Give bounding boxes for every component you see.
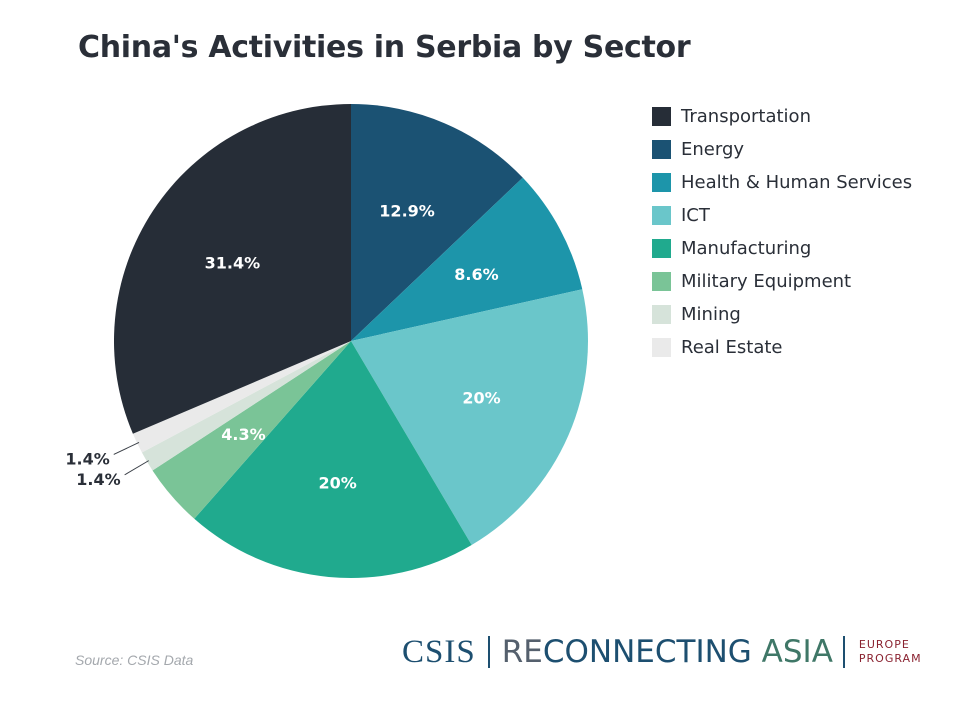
data-label-energy: 12.9% [379,201,435,220]
legend-item-military: Military Equipment [652,265,952,298]
logo-connecting: CONNECTING [542,634,752,670]
logo-re: RE [501,634,543,670]
legend-label-mining: Mining [681,304,741,325]
reconnecting-asia-logo: RECONNECTING ASIA [502,634,833,670]
legend-label-energy: Energy [681,139,745,160]
data-label-manufacturing: 20% [318,474,356,493]
europe-program-logo: EUROPE PROGRAM [859,638,922,666]
pie-slice-ict [351,289,588,545]
pie-slice-real-estate [132,341,351,453]
legend-item-real-estate: Real Estate [652,331,952,364]
legend-label-manufacturing: Manufacturing [681,238,812,259]
legend-item-transportation: Transportation [652,100,952,133]
legend-swatch-manufacturing [652,239,671,258]
brand-divider [487,636,490,668]
source-note: Source: CSIS Data [75,652,194,668]
brand-divider-2 [842,636,845,668]
pie-slice-transportation [114,104,351,434]
legend-item-manufacturing: Manufacturing [652,232,952,265]
chart-legend: Transportation Energy Health & Human Ser… [652,100,952,364]
pie-slice-mining [141,341,351,471]
europe-line-1: EUROPE [858,638,910,651]
csis-logo: CSIS [402,633,476,670]
pie-slice-manufacturing [194,341,472,578]
legend-item-ict: ICT [652,199,952,232]
legend-swatch-military [652,272,671,291]
logo-asia: ASIA [761,634,833,670]
legend-label-real-estate: Real Estate [681,337,783,358]
legend-swatch-real-estate [652,338,671,357]
leader-line-mining [124,460,149,476]
pie-slice-energy [351,104,523,341]
data-label-military-equipment: 4.3% [221,425,265,444]
legend-swatch-transportation [652,107,671,126]
legend-label-health: Health & Human Services [681,172,913,193]
data-label-real-estate: 1.4% [65,449,109,468]
data-label-mining: 1.4% [76,470,120,489]
pie-slice-health-human-services [351,177,583,341]
legend-item-mining: Mining [652,298,952,331]
legend-item-energy: Energy [652,133,952,166]
legend-label-ict: ICT [681,205,710,226]
data-label-health-human-services: 8.6% [454,265,498,284]
legend-label-military: Military Equipment [681,271,852,292]
legend-item-health: Health & Human Services [652,166,952,199]
legend-label-transportation: Transportation [681,106,811,127]
legend-swatch-energy [652,140,671,159]
legend-swatch-mining [652,305,671,324]
europe-line-2: PROGRAM [858,652,922,665]
legend-swatch-health [652,173,671,192]
branding-footer: CSIS RECONNECTING ASIA EUROPE PROGRAM [402,633,922,671]
legend-swatch-ict [652,206,671,225]
pie-slice-military-equipment [152,341,351,519]
leader-line-real-estate [113,441,140,455]
data-label-transportation: 31.4% [205,254,261,273]
chart-title: China's Activities in Serbia by Sector [78,30,691,65]
data-label-ict: 20% [462,388,500,407]
